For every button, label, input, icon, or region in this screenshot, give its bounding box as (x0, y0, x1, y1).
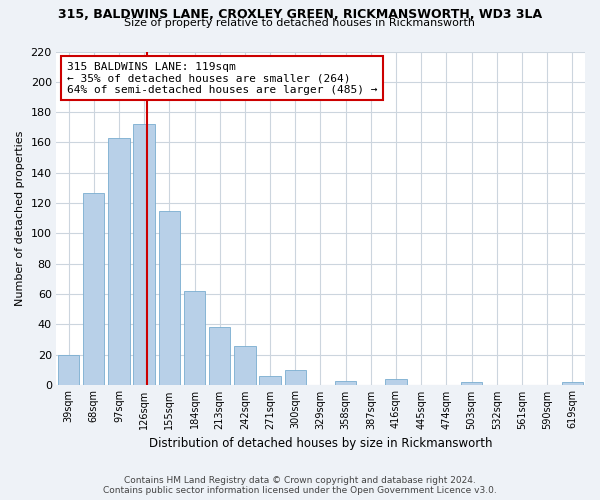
Bar (108, 138, 130, 385)
Bar (184, 291, 205, 385)
Bar (284, 370, 306, 385)
Bar (83, 192, 104, 385)
Bar (209, 328, 230, 385)
X-axis label: Distribution of detached houses by size in Rickmansworth: Distribution of detached houses by size … (149, 437, 492, 450)
Bar (133, 124, 155, 385)
Bar (58, 355, 79, 385)
Bar (259, 376, 281, 385)
Text: Contains HM Land Registry data © Crown copyright and database right 2024.
Contai: Contains HM Land Registry data © Crown c… (103, 476, 497, 495)
Bar (158, 210, 180, 385)
Bar (385, 379, 407, 385)
Bar (335, 380, 356, 385)
Text: 315 BALDWINS LANE: 119sqm
← 35% of detached houses are smaller (264)
64% of semi: 315 BALDWINS LANE: 119sqm ← 35% of detac… (67, 62, 377, 94)
Text: 315, BALDWINS LANE, CROXLEY GREEN, RICKMANSWORTH, WD3 3LA: 315, BALDWINS LANE, CROXLEY GREEN, RICKM… (58, 8, 542, 20)
Bar (562, 382, 583, 385)
Bar (461, 382, 482, 385)
Y-axis label: Number of detached properties: Number of detached properties (15, 130, 25, 306)
Text: Size of property relative to detached houses in Rickmansworth: Size of property relative to detached ho… (125, 18, 476, 28)
Bar (234, 346, 256, 385)
